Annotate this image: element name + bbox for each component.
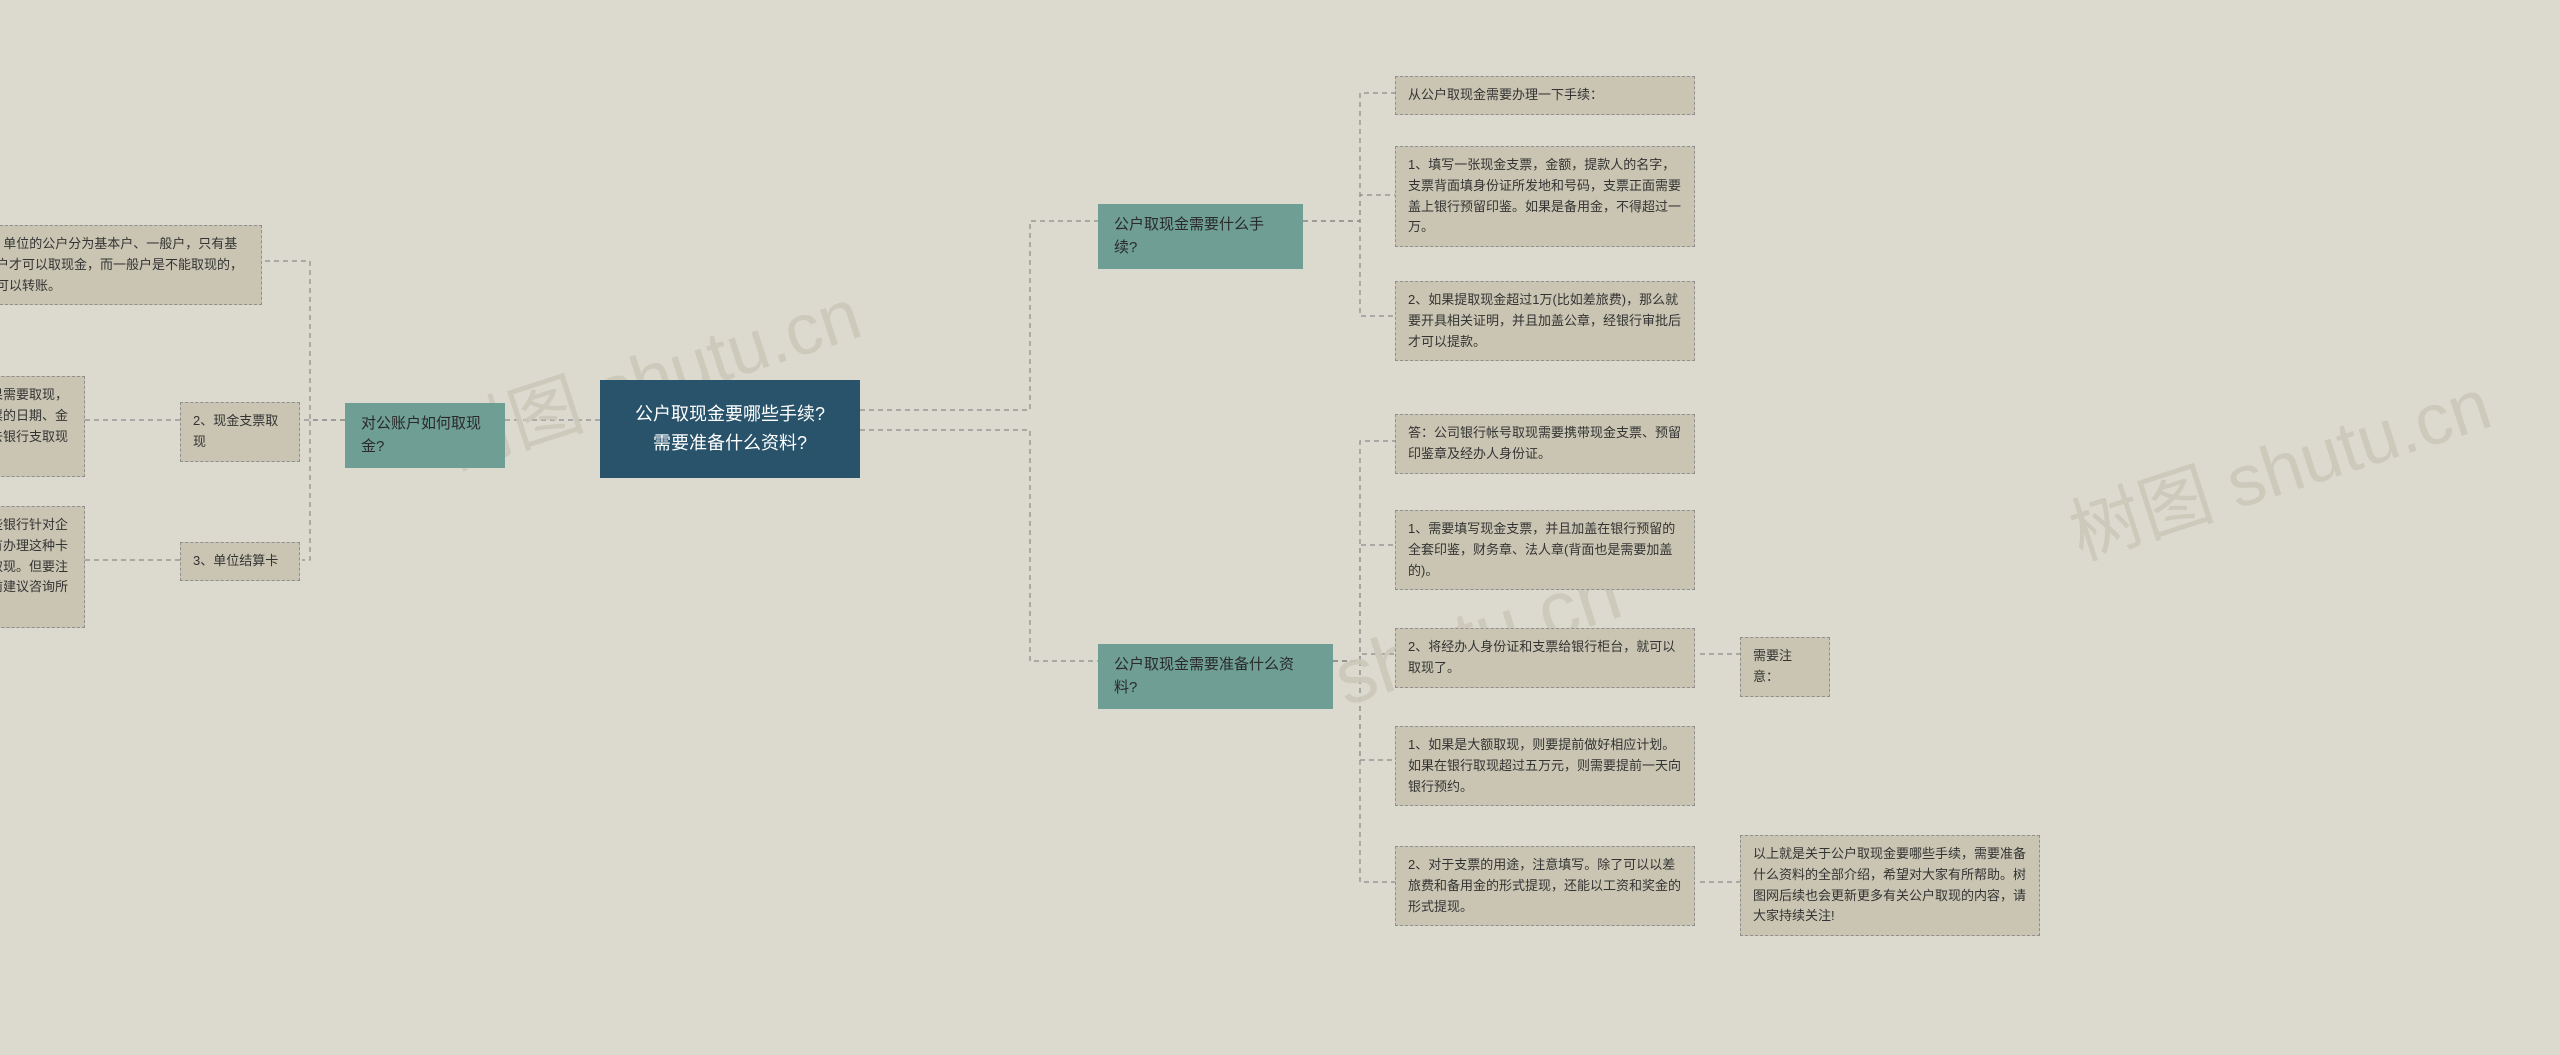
leaf-r2-2-text: 1、需要填写现金支票，并且加盖在银行预留的全套印鉴，财务章、法人章(背面也是需要…	[1408, 521, 1675, 578]
leaf-r1-1-text: 从公户取现金需要办理一下手续：	[1408, 87, 1603, 102]
leaf-l3-short-text: 3、单位结算卡	[193, 553, 278, 568]
root-line1: 公户取现金要哪些手续?	[628, 400, 832, 429]
leaf-r2-5-text: 2、对于支票的用途，注意填写。除了可以以差旅费和备用金的形式提现，还能以工资和奖…	[1408, 857, 1681, 914]
leaf-l3-text: 银行为了方便对公业务取现，有些银行针对企业发行了单位结算卡。单位如果有办理这种卡…	[0, 517, 68, 615]
leaf-r1-3-text: 2、如果提取现金超过1万(比如差旅费)，那么就要开具相关证明，并且加盖公章，经银…	[1408, 292, 1681, 349]
leaf-r2-2: 1、需要填写现金支票，并且加盖在银行预留的全套印鉴，财务章、法人章(背面也是需要…	[1395, 510, 1695, 590]
leaf-r2-3-aside: 需要注意：	[1740, 637, 1830, 697]
connector-lines	[0, 0, 2560, 1055]
leaf-r2-4: 1、如果是大额取现，则要提前做好相应计划。如果在银行取现超过五万元，则需要提前一…	[1395, 726, 1695, 806]
leaf-r2-4-text: 1、如果是大额取现，则要提前做好相应计划。如果在银行取现超过五万元，则需要提前一…	[1408, 737, 1681, 794]
branch-right2: 公户取现金需要准备什么资料?	[1098, 644, 1333, 709]
root-line2: 需要准备什么资料?	[628, 429, 832, 458]
root-node: 公户取现金要哪些手续? 需要准备什么资料?	[600, 380, 860, 478]
leaf-r1-2-text: 1、填写一张现金支票，金额，提款人的名字，支票背面填身份证所发地和号码，支票正面…	[1408, 157, 1681, 234]
leaf-l2-short-text: 2、现金支票取现	[193, 413, 278, 449]
branch-right1: 公户取现金需要什么手续?	[1098, 204, 1303, 269]
branch-right1-label: 公户取现金需要什么手续?	[1114, 216, 1264, 256]
leaf-r2-3-aside-text: 需要注意：	[1753, 648, 1792, 684]
branch-left-label: 对公账户如何取现金?	[361, 415, 481, 455]
leaf-l2: 单位在银行购买现金支票的，如果需要取现，则要按照银行的相关要求填写支票的日期、金…	[0, 376, 85, 477]
leaf-l2-short: 2、现金支票取现	[180, 402, 300, 462]
leaf-r2-5: 2、对于支票的用途，注意填写。除了可以以差旅费和备用金的形式提现，还能以工资和奖…	[1395, 846, 1695, 926]
watermark-3: 树图 shutu.cn	[2054, 345, 2501, 580]
branch-left: 对公账户如何取现金?	[345, 403, 505, 468]
leaf-r1-1: 从公户取现金需要办理一下手续：	[1395, 76, 1695, 115]
leaf-r2-3: 2、将经办人身份证和支票给银行柜台，就可以取现了。	[1395, 628, 1695, 688]
watermark-text: 树图 shutu.cn	[2061, 364, 2501, 575]
leaf-r2-5-aside-text: 以上就是关于公户取现金要哪些手续，需要准备什么资料的全部介绍，希望对大家有所帮助…	[1753, 846, 2026, 923]
branch-right2-label: 公户取现金需要准备什么资料?	[1114, 656, 1294, 696]
leaf-r2-1: 答：公司银行帐号取现需要携带现金支票、预留印鉴章及经办人身份证。	[1395, 414, 1695, 474]
leaf-l3-short: 3、单位结算卡	[180, 542, 300, 581]
leaf-r1-3: 2、如果提取现金超过1万(比如差旅费)，那么就要开具相关证明，并且加盖公章，经银…	[1395, 281, 1695, 361]
leaf-r2-5-aside: 以上就是关于公户取现金要哪些手续，需要准备什么资料的全部介绍，希望对大家有所帮助…	[1740, 835, 2040, 936]
leaf-l2-text: 单位在银行购买现金支票的，如果需要取现，则要按照银行的相关要求填写支票的日期、金…	[0, 387, 68, 464]
leaf-l1: 1、单位的公户分为基本户、一般户，只有基本户才可以取现金，而一般户是不能取现的，…	[0, 225, 262, 305]
leaf-r2-3-text: 2、将经办人身份证和支票给银行柜台，就可以取现了。	[1408, 639, 1675, 675]
leaf-r1-2: 1、填写一张现金支票，金额，提款人的名字，支票背面填身份证所发地和号码，支票正面…	[1395, 146, 1695, 247]
leaf-r2-1-text: 答：公司银行帐号取现需要携带现金支票、预留印鉴章及经办人身份证。	[1408, 425, 1681, 461]
leaf-l3: 银行为了方便对公业务取现，有些银行针对企业发行了单位结算卡。单位如果有办理这种卡…	[0, 506, 85, 628]
leaf-l1-text: 1、单位的公户分为基本户、一般户，只有基本户才可以取现金，而一般户是不能取现的，…	[0, 236, 243, 293]
